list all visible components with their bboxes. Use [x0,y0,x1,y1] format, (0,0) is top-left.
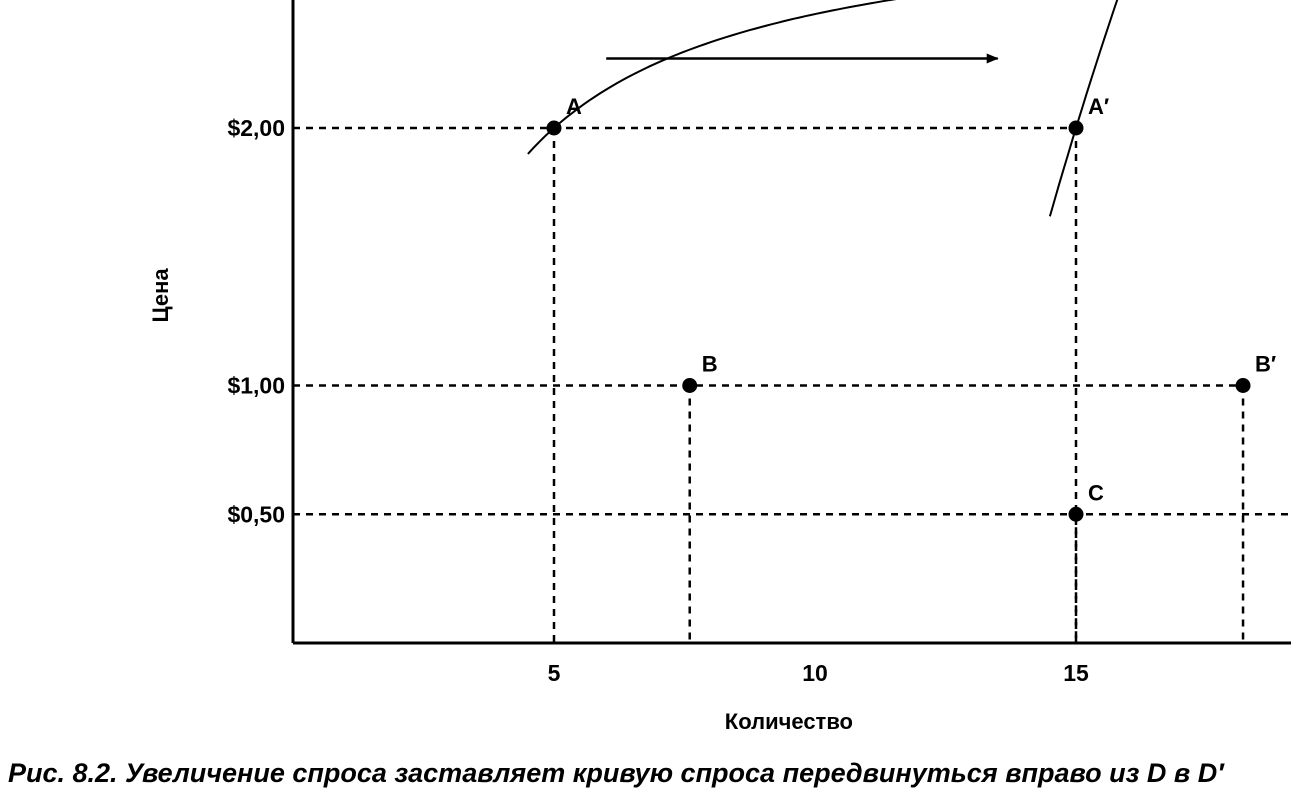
point-label-b-prime: B′ [1255,352,1276,377]
x-tick-label-10: 10 [802,660,828,686]
point-b [682,378,698,393]
demand-curves [527,0,1119,217]
point-label-c: C [1088,480,1104,505]
figure-caption: Рис. 8.2. Увеличение спроса заставляет к… [8,758,1224,788]
curve-d-prime [1048,0,1119,217]
point-c [1068,506,1084,522]
data-points [546,120,1251,522]
point-label-b: B [702,352,718,377]
x-tick-label-5: 5 [548,660,561,686]
curve-d [527,0,897,155]
point-label-a: A [566,94,582,119]
y-axis-title: Цена [148,268,173,323]
y-tick-label-1: $1,00 [227,373,285,399]
point-a-prime [1068,120,1084,136]
x-tick-label-15: 15 [1063,660,1089,686]
point-a [546,120,562,136]
y-tick-label-2: $2,00 [227,115,285,141]
axes [291,0,1291,645]
x-axis-title: Количество [725,709,853,734]
chart-labels: 510152025$0,50$1,00$2,00КоличествоЦенаDA… [148,53,1276,734]
point-label-a-prime: A′ [1088,94,1109,119]
point-b-prime [1235,378,1251,393]
guide-lines [293,126,1291,643]
y-tick-label-0.5: $0,50 [227,501,285,527]
